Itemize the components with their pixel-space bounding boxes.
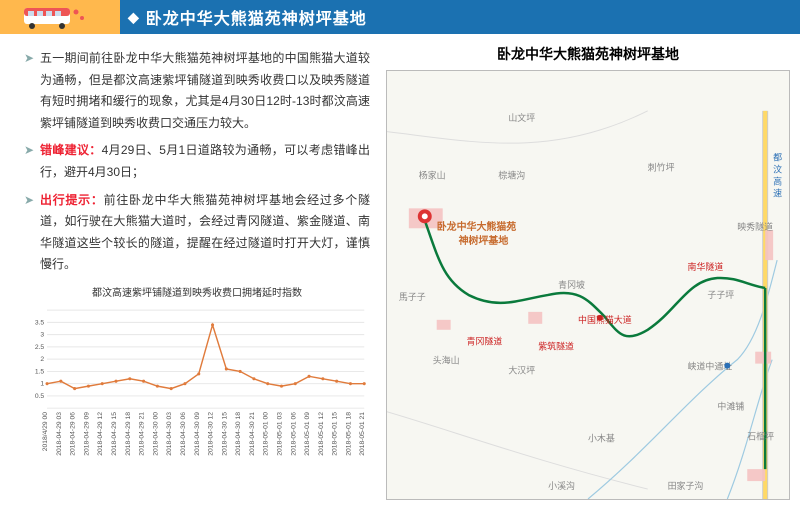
svg-text:2018-04-29 21: 2018-04-29 21 [139, 412, 146, 456]
svg-text:2018-05-01 06: 2018-05-01 06 [290, 412, 297, 456]
svg-text:小木基: 小木基 [588, 432, 615, 443]
svg-text:2018-04-29 03: 2018-04-29 03 [56, 412, 63, 456]
svg-text:2: 2 [40, 356, 44, 363]
svg-text:头海山: 头海山 [433, 355, 460, 366]
svg-text:2018-04-29 15: 2018-04-29 15 [111, 412, 118, 456]
svg-text:2018-04-29 09: 2018-04-29 09 [83, 412, 90, 456]
svg-text:2018-04-29 18: 2018-04-29 18 [125, 412, 132, 456]
svg-text:2018-05-01 15: 2018-05-01 15 [332, 412, 339, 456]
svg-text:卧龙中华大熊猫苑: 卧龙中华大熊猫苑 [437, 220, 517, 233]
map-title: 卧龙中华大熊猫苑神树坪基地 [386, 44, 790, 64]
svg-text:田家子沟: 田家子沟 [668, 480, 704, 491]
svg-text:3.5: 3.5 [35, 319, 45, 326]
svg-text:2.5: 2.5 [35, 344, 45, 351]
bullets: 五一期间前往卧龙中华大熊猫苑神树坪基地的中国熊猫大道较为通畅，但是都汶高速紫坪铺… [24, 48, 370, 276]
svg-text:2018-04-29 12: 2018-04-29 12 [97, 412, 104, 456]
svg-text:青冈隧道: 青冈隧道 [467, 336, 503, 347]
svg-text:2018-04-30 15: 2018-04-30 15 [221, 412, 228, 456]
congestion-chart: 0.5 1 1.5 2 2.5 3 3.5 2018/4/29 00 2018-04-29 03… [24, 303, 370, 473]
svg-text:2018-04-30 18: 2018-04-30 18 [235, 412, 242, 456]
body: 五一期间前往卧龙中华大熊猫苑神树坪基地的中国熊猫大道较为通畅，但是都汶高速紫坪铺… [0, 34, 800, 509]
bullet-1: 五一期间前往卧龙中华大熊猫苑神树坪基地的中国熊猫大道较为通畅，但是都汶高速紫坪铺… [24, 48, 370, 134]
chart-title: 都汶高速紫坪铺隧道到映秀收费口拥堵延时指数 [24, 284, 370, 299]
svg-text:棕塘沟: 棕塘沟 [498, 169, 525, 180]
svg-text:2018-05-01 21: 2018-05-01 21 [359, 412, 366, 456]
bullet-2: 错峰建议：4月29日、5月1日道路较为通畅，可以考虑错峰出行，避开4月30日； [24, 140, 370, 183]
svg-text:2018-04-30 03: 2018-04-30 03 [166, 412, 173, 456]
svg-text:大汉坪: 大汉坪 [508, 365, 535, 376]
svg-text:2018-04-30 00: 2018-04-30 00 [152, 412, 159, 456]
svg-text:2018-05-01 09: 2018-05-01 09 [304, 412, 311, 456]
svg-text:0.5: 0.5 [35, 393, 45, 400]
svg-text:石榴坪: 石榴坪 [747, 430, 774, 441]
svg-text:2018-04-30 09: 2018-04-30 09 [194, 412, 201, 456]
svg-text:2018-04-30 12: 2018-04-30 12 [208, 412, 215, 456]
header-title: 卧龙中华大熊猫苑神树坪基地 [146, 5, 367, 29]
svg-text:1: 1 [40, 381, 44, 388]
page: ◆ 卧龙中华大熊猫苑神树坪基地 五一期间前往卧龙中华大熊猫苑神树坪基地的中国熊猫… [0, 0, 800, 509]
svg-text:2018-04-30 21: 2018-04-30 21 [249, 412, 256, 456]
svg-text:速: 速 [773, 188, 782, 198]
svg-text:馬子子: 馬子子 [399, 292, 426, 302]
svg-text:刺竹坪: 刺竹坪 [648, 162, 675, 173]
bullet-3: 出行提示：前往卧龙中华大熊猫苑神树坪基地会经过多个隧道，如行驶在大熊猫大道时，会… [24, 190, 370, 276]
svg-text:青冈坡: 青冈坡 [558, 279, 585, 290]
svg-text:2018-04-30 06: 2018-04-30 06 [180, 412, 187, 456]
svg-text:杨家山: 杨家山 [419, 169, 446, 180]
svg-text:紫筑隧道: 紫筑隧道 [538, 341, 574, 352]
svg-text:小溪沟: 小溪沟 [548, 480, 575, 491]
svg-text:南华隧道: 南华隧道 [688, 261, 724, 272]
right-column: 卧龙中华大熊猫苑神树坪基地 卧龙中华大熊猫苑神树坪基地青冈隧道 紫筑隧道 南华隧道中… [380, 34, 800, 509]
header-illustration [0, 0, 120, 34]
svg-text:映秀隧道: 映秀隧道 [737, 221, 773, 232]
svg-text:3: 3 [40, 332, 44, 339]
svg-text:中国熊猫大道: 中国熊猫大道 [578, 314, 632, 325]
svg-text:高: 高 [773, 175, 782, 186]
svg-text:中滩铺: 中滩铺 [717, 400, 744, 411]
svg-text:2018/4/29 00: 2018/4/29 00 [42, 412, 49, 451]
svg-text:2018-05-01 12: 2018-05-01 12 [318, 412, 325, 456]
diamond-icon: ◆ [128, 9, 140, 26]
chart-wrap: 都汶高速紫坪铺隧道到映秀收费口拥堵延时指数 0.5 1 1.5 2 2.5 3 3.5 201… [24, 284, 370, 473]
svg-text:2018-04-29 06: 2018-04-29 06 [70, 412, 77, 456]
svg-text:1.5: 1.5 [35, 368, 45, 375]
svg-text:2018-05-01 18: 2018-05-01 18 [345, 412, 352, 456]
svg-text:汶: 汶 [773, 164, 782, 175]
map-frame: 卧龙中华大熊猫苑神树坪基地青冈隧道 紫筑隧道 南华隧道中国熊猫大道 山文坪杨家山 棕塘沟… [386, 70, 790, 500]
svg-text:山文坪: 山文坪 [508, 112, 535, 123]
header-bar: ◆ 卧龙中华大熊猫苑神树坪基地 [0, 0, 800, 34]
left-column: 五一期间前往卧龙中华大熊猫苑神树坪基地的中国熊猫大道较为通畅，但是都汶高速紫坪铺… [0, 34, 380, 509]
header-title-block: ◆ 卧龙中华大熊猫苑神树坪基地 [120, 0, 800, 34]
svg-text:子子坪: 子子坪 [707, 290, 734, 300]
svg-text:2018-05-01 03: 2018-05-01 03 [276, 412, 283, 456]
svg-text:神树坪基地: 神树坪基地 [459, 234, 509, 247]
svg-text:都: 都 [773, 153, 782, 163]
bus-icon [18, 2, 88, 32]
svg-text:2018-05-01 00: 2018-05-01 00 [263, 412, 270, 456]
